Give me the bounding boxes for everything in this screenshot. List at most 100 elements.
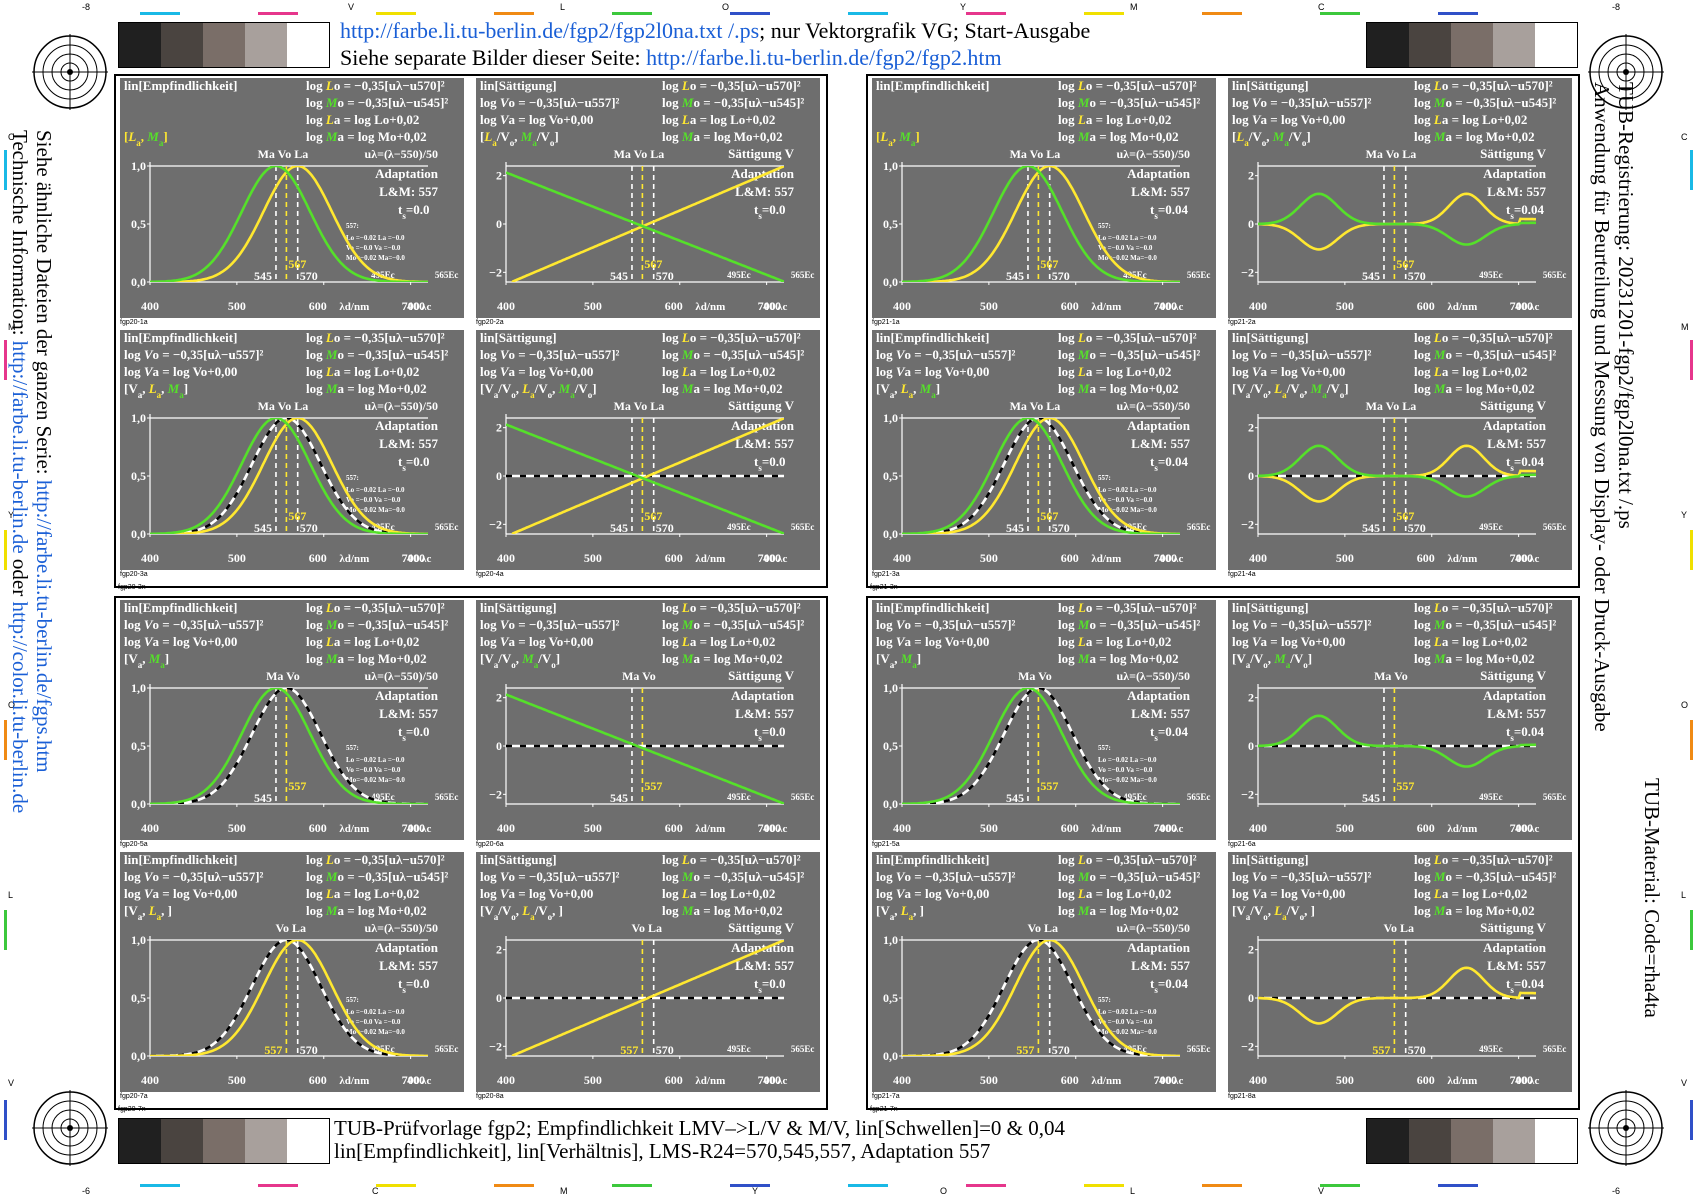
band-legend: [Va, La, Ma] [876,381,940,400]
chart-title: lin[Empfindlichkeit] [124,78,237,93]
x-c-label: λc [421,301,431,313]
ec-label: 565Ec [791,270,815,280]
adaptation-label: Adaptation [1127,940,1191,955]
color-bar-segment [1084,12,1124,15]
x-tick-label: 400 [1249,551,1267,565]
equation-line: log Mo = −0,35[uλ−u545]² [662,347,804,362]
reference-label: 567 [644,257,662,271]
chart-panel: lin[Empfindlichkeit] log Lo = −0,35[uλ−u5… [120,600,464,840]
chart-svg: lin[Sättigung] log Lo = −0,35[uλ−u570]² lo… [480,330,815,565]
equation-line: log Ma = log Mo+0,02 [1414,381,1535,396]
x-tick-label: 400 [1159,1073,1177,1087]
reference-label: 570 [656,521,674,535]
reference-label: 570 [656,1043,674,1057]
reference-label: 557 [264,1043,282,1057]
curves [1258,192,1536,251]
y-tick-label: 0 [496,469,502,483]
ec-label: 495Ec [727,1044,751,1054]
x-tick-label: 400 [141,1073,159,1087]
ec-label: 495Ec [371,1044,395,1054]
adaptation-label: Adaptation [375,418,439,433]
chart-svg: lin[Empfindlichkeit] log Lo = −0,35[uλ−u5… [876,600,1210,835]
y-tick-label: 0 [1248,217,1254,231]
x-tick-label: 400 [407,551,425,565]
info-line: Vo =−0.0 Va =−0.0 [1098,496,1153,504]
gray-swatch-5 [1535,1119,1577,1163]
ec-label: 565Ec [1543,792,1567,802]
x-tick-label: 400 [1159,299,1177,313]
chart-svg: lin[Sättigung] log Lo = −0,35[uλ−u570]² lo… [480,600,814,835]
left-tech-link-2[interactable]: http://color.li.tu-berlin.de [8,601,32,814]
info-line: Mo=−0.02 Ma=−0.0 [1098,254,1157,262]
x-c-label: λc [1529,823,1539,835]
band-legend: [Va, La, ] [124,903,172,922]
chart-id: fgp20-4a [476,571,504,578]
header-link-2[interactable]: http://farbe.li.tu-berlin.de/fgp2/fgp2.h… [646,45,1002,70]
band-legend: [Va/Vo, La/Vo, Ma/Vo] [1232,381,1349,400]
y-tick-label: 0,0 [883,275,898,289]
peak-label: Ma Vo La [1366,399,1417,413]
color-bar-segment [730,12,770,15]
adaptation-value: L&M: 557 [1487,184,1546,199]
gray-swatch-1 [1367,23,1409,67]
adaptation-value: L&M: 557 [735,436,794,451]
x-unit-label: λd/nm [1447,823,1477,835]
x-tick-label: 700 [402,1073,420,1087]
info-line: Vo =−0.0 Va =−0.0 [1098,766,1153,774]
chart-panel: lin[Empfindlichkeit] log Lo = −0,35[uλ−u5… [872,600,1216,840]
curve-V-dash [150,688,428,804]
equation-line: log Va = log Vo+0,00 [480,634,593,649]
edge-mark-right: C [1681,132,1688,142]
chart-panel: lin[Sättigung] log Lo = −0,35[uλ−u570]² lo… [1228,600,1572,840]
edge-mark-right: M [1681,322,1689,332]
edge-mark-bottom: V [1318,1186,1325,1196]
header-line-2: Siehe separate Bilder dieser Seite: http… [340,45,1002,71]
y-tick-label: 2 [496,691,502,705]
equation-line: log Lo = −0,35[uλ−u570]² [1414,600,1553,615]
x-tick-label: 600 [1417,551,1435,565]
curve-M [506,423,784,534]
x-tick-label: 400 [407,299,425,313]
curves [506,418,784,534]
left-tech-link-1[interactable]: http://farbe.li.tu-berlin.de [8,340,32,554]
x-unit-label: λd/nm [1447,301,1477,313]
reference-label: 570 [300,521,318,535]
edge-mark-left: V [8,1078,15,1088]
color-bar-segment [848,1184,888,1187]
y-tick-label: 0,0 [883,797,898,811]
color-bar-segment [966,1184,1006,1187]
adaptation-label: Adaptation [1483,688,1547,703]
color-bar-segment [1690,530,1693,570]
ec-label: 565Ec [435,792,459,802]
curve-L [150,166,428,282]
equation-line: log Mo = −0,35[uλ−u545]² [1414,347,1556,362]
adaptation-value: L&M: 557 [1487,706,1546,721]
header-link-1[interactable]: http://farbe.li.tu-berlin.de/fgp2/fgp2l0… [340,18,760,43]
equation-line: log Vo = −0,35[uλ−u557]² [1232,95,1372,110]
equation-line: log Vo = −0,35[uλ−u557]² [876,347,1016,362]
left-series-link[interactable]: http://farbe.li.tu-berlin.de/fgps.htm [32,479,56,773]
x-tick-label: 700 [758,299,776,313]
curve-M [1258,192,1536,246]
reference-label: 570 [300,1043,318,1057]
y-tick-label: 0,0 [131,527,146,541]
chart-svg: lin[Sättigung] log Lo = −0,35[uλ−u570]² lo… [480,78,815,313]
x-tick-label: 400 [1159,551,1177,565]
info-line: Vo =−0.0 Va =−0.0 [1098,244,1153,252]
x-tick-label: 700 [1154,1073,1172,1087]
equation-line: log Vo = −0,35[uλ−u557]² [480,869,620,884]
x-unit-label: λd/nm [695,553,725,565]
equation-line: log Vo = −0,35[uλ−u557]² [1232,869,1372,884]
curve-L [1258,444,1536,503]
x-tick-label: 400 [763,551,781,565]
adaptation-label: Adaptation [375,166,439,181]
group-id: fgp21-3n [870,584,898,591]
y-tick-label: 2 [1248,691,1254,705]
x-tick-label: 700 [1510,1073,1528,1087]
x-tick-label: 700 [1510,551,1528,565]
color-bar-segment [1690,150,1693,190]
x-tick-label: 400 [1515,299,1533,313]
ec-label: 565Ec [791,522,815,532]
